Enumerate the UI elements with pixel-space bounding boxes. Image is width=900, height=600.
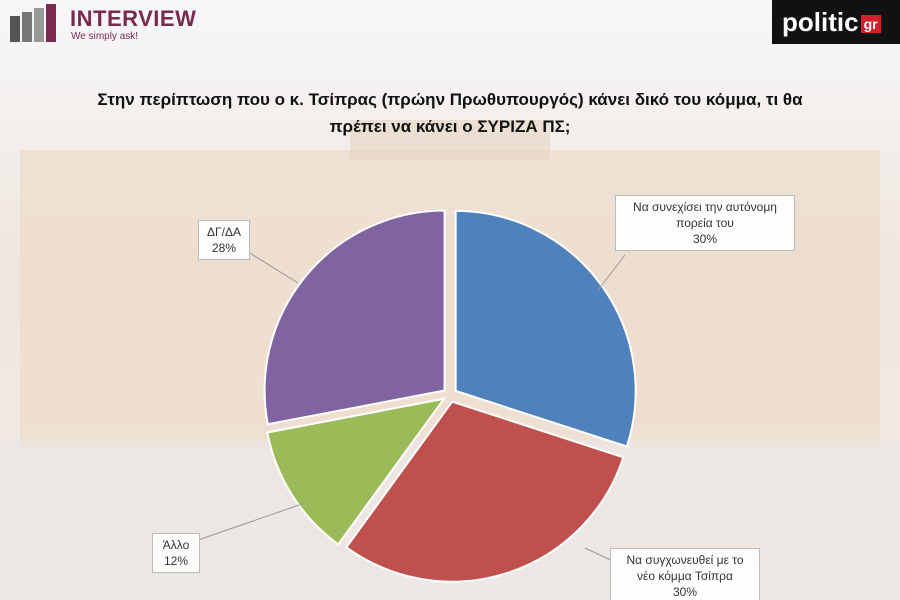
tagline: We simply ask!: [71, 31, 139, 42]
pie-slice: [263, 209, 446, 426]
leader-line: [597, 254, 626, 291]
site-suffix: gr: [860, 15, 881, 34]
leader-line: [244, 249, 299, 284]
value-label: 12%: [163, 554, 189, 568]
site-name: politic: [782, 7, 859, 37]
category-label: Να συγχωνευθεί με το νέο κόμμα Τσίπρα: [626, 553, 744, 583]
data-label: Άλλο 12%: [152, 533, 200, 573]
brand: INTERVIEW: [70, 6, 197, 31]
value-label: 30%: [692, 232, 718, 246]
data-label: ΔΓ/ΔΑ 28%: [198, 220, 250, 260]
leader-line: [197, 502, 306, 541]
data-label: Να συγχωνευθεί με το νέο κόμμα Τσίπρα 30%: [610, 548, 760, 600]
category-label: ΔΓ/ΔΑ: [207, 225, 241, 239]
brand-logo: [10, 4, 56, 42]
value-label: 28%: [211, 241, 237, 255]
value-label: 30%: [672, 585, 698, 599]
category-label: Να συνεχίσει την αυτόνομη πορεία του: [633, 200, 777, 230]
chart-title: Στην περίπτωση που ο κ. Τσίπρας (πρώην Π…: [97, 90, 803, 136]
data-label: Να συνεχίσει την αυτόνομη πορεία του 30%: [615, 195, 795, 251]
category-label: Άλλο: [162, 538, 190, 552]
pie-slice: [344, 400, 625, 583]
site-logo: politic gr: [772, 0, 900, 44]
pie-slice: [266, 397, 447, 546]
